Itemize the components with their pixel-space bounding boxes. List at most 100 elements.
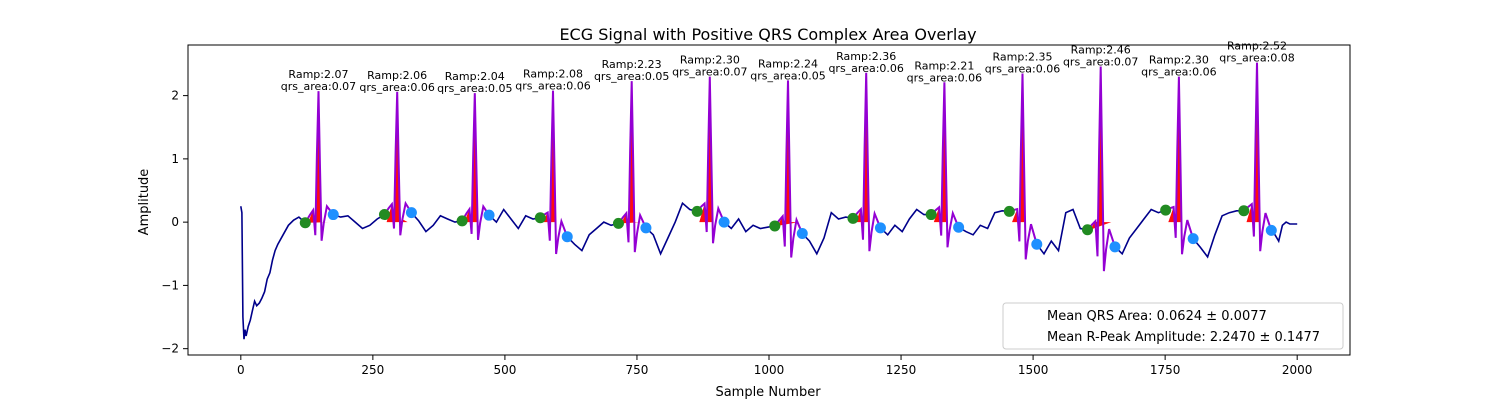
qrs-onset-marker [456,215,468,227]
x-tick-label: 1500 [1018,363,1049,377]
qrs-area-fill [1012,73,1034,223]
qrs-segment-line [1009,73,1038,260]
r-peak-amplitude-label: Ramp:2.23 [602,58,662,71]
qrs-area-label: qrs_area:0.06 [985,62,1060,75]
qrs-area-label: qrs_area:0.06 [515,80,590,93]
qrs-area-fill [933,82,955,223]
ecg-signal-line [566,221,619,252]
r-peak-amplitude-label: Ramp:2.08 [523,68,583,81]
qrs-onset-marker [1238,205,1250,217]
ecg-signal-line [645,201,698,256]
r-peak-amplitude-label: Ramp:2.46 [1071,44,1131,57]
qrs-offset-marker [1265,224,1277,236]
x-tick-label: 1750 [1150,363,1181,377]
ecg-signal-line [488,208,541,230]
x-tick-label: 0 [237,363,245,377]
qrs-offset-marker [1109,241,1121,253]
ecg-signal-line [333,213,385,230]
qrs-area-fill [777,80,799,226]
ecg-signal-line [723,217,775,233]
qrs-segment-line [1243,62,1273,252]
qrs-area-fill [855,72,877,223]
qrs-segment-line [461,93,490,241]
ecg-signal-line [879,208,932,236]
qrs-segment-line [852,72,882,252]
qrs-segment-line [1165,76,1195,255]
y-tick-label: 2 [171,89,179,103]
qrs-segment-line [617,81,647,253]
ecg-signal-line [1114,208,1166,256]
ecg-signal-line [801,211,854,256]
r-peak-amplitude-label: Ramp:2.24 [758,57,818,70]
y-tick-label: −1 [161,278,179,292]
ecg-signal-line [1192,210,1244,259]
chart-title: ECG Signal with Positive QRS Complex Are… [559,25,976,44]
qrs-area-label: qrs_area:0.08 [1219,52,1294,65]
axes: 0 250 500 750 1000 1250 1500 1750 2000 −2 −1 0 1 2 [161,44,1351,377]
legend-mean-qrs-area: Mean QRS Area: 0.0624 ± 0.0077 [1047,309,1267,324]
r-peak-amplitude-label: Ramp:2.30 [1149,54,1209,67]
qrs-onset-marker [1160,204,1172,216]
ecg-signal-line [1036,208,1088,256]
qrs-segment-line [930,82,960,248]
qrs-area-label: qrs_area:0.06 [907,71,982,84]
ecg-signal-line [410,212,463,233]
x-tick-label: 750 [626,363,649,377]
x-tick-label: 1000 [754,363,785,377]
x-tick-label: 250 [361,363,384,377]
qrs-area-label: qrs_area:0.06 [1141,66,1216,79]
qrs-area-label: qrs_area:0.07 [1063,56,1138,69]
qrs-onset-marker [769,220,781,232]
qrs-area-label: qrs_area:0.07 [281,80,356,93]
qrs-offset-marker [953,221,965,233]
r-peak-amplitude-label: Ramp:2.35 [993,50,1053,63]
qrs-area-fill [699,76,721,223]
qrs-area-fill [1246,62,1268,223]
x-tick-label: 2000 [1282,363,1313,377]
plot-area: Ramp:2.07qrs_area:0.07Ramp:2.06qrs_area:… [240,40,1298,340]
qrs-onset-marker [847,212,859,224]
qrs-onset-marker [691,205,703,217]
ecg-signal-line [1270,221,1298,244]
qrs-area-label: qrs_area:0.07 [672,66,747,79]
qrs-offset-marker [405,207,417,219]
legend-mean-r-amplitude: Mean R-Peak Amplitude: 2.2470 ± 0.1477 [1047,330,1320,345]
legend-box [1002,302,1344,350]
x-axis-label: Sample Number [715,385,821,400]
qrs-onset-marker [612,217,624,229]
qrs-area-fill [1168,76,1190,223]
qrs-offset-marker [327,209,339,221]
y-tick-label: 0 [171,215,179,229]
legend: Mean QRS Area: 0.0624 ± 0.0077 Mean R-Pe… [1002,302,1344,350]
qrs-offset-marker [796,228,808,240]
qrs-segment-line [383,91,413,236]
qrs-onset-marker [299,217,311,229]
qrs-area-fill [307,91,329,223]
qrs-onset-marker [1081,224,1093,236]
qrs-offset-marker [1031,238,1043,250]
qrs-onset-marker [1003,205,1015,217]
r-peak-amplitude-label: Ramp:2.52 [1227,40,1287,53]
qrs-area-label: qrs_area:0.06 [828,62,903,75]
qrs-area-label: qrs_area:0.05 [750,69,825,82]
qrs-onset-marker [534,212,546,224]
r-peak-amplitude-label: Ramp:2.06 [367,69,427,82]
qrs-area-label: qrs_area:0.05 [594,70,669,83]
r-peak-amplitude-label: Ramp:2.21 [914,59,974,72]
qrs-segment-line [774,80,804,258]
qrs-area-label: qrs_area:0.05 [437,82,512,95]
qrs-onset-marker [378,209,390,221]
ecg-signal-line [240,206,306,340]
qrs-segment-line [304,91,335,241]
qrs-area-label: qrs_area:0.06 [359,81,434,94]
x-tick-label: 1250 [886,363,917,377]
qrs-area-fill [621,81,643,224]
r-peak-amplitude-label: Ramp:2.04 [445,70,505,83]
r-peak-amplitude-label: Ramp:2.30 [680,54,740,67]
qrs-offset-marker [874,222,886,234]
y-axis-label: Amplitude [137,169,152,236]
x-tick-label: 500 [493,363,516,377]
qrs-offset-marker [640,222,652,234]
